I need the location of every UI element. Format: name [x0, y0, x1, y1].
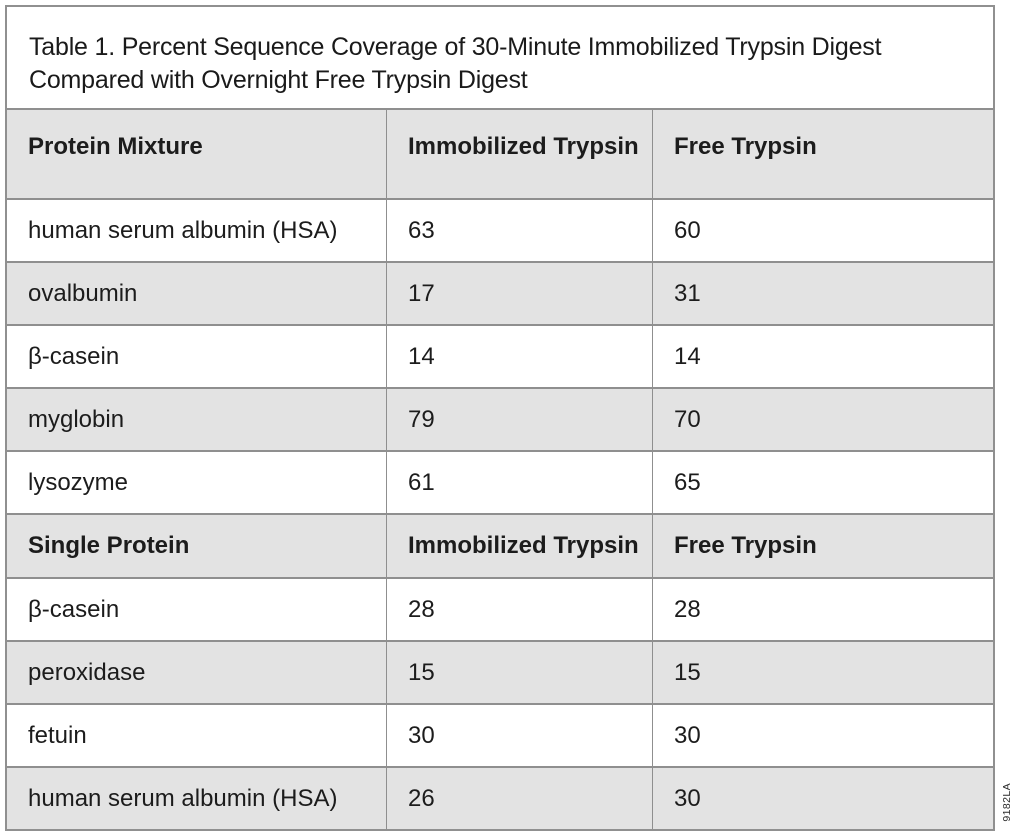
protein-name-cell: human serum albumin (HSA) — [7, 198, 386, 261]
column-header-protein-mixture: Protein Mixture — [7, 108, 386, 198]
column-header-immobilized-trypsin: Immobilized Trypsin — [386, 108, 652, 198]
protein-name-cell: ovalbumin — [7, 261, 386, 324]
coverage-value-cell: 65 — [652, 450, 993, 513]
protein-name-cell: myglobin — [7, 387, 386, 450]
coverage-value-cell: 28 — [652, 577, 993, 640]
coverage-value-cell: 17 — [386, 261, 652, 324]
protein-name-cell: human serum albumin (HSA) — [7, 766, 386, 829]
table-frame: Table 1. Percent Sequence Coverage of 30… — [5, 5, 995, 831]
protein-name-cell: fetuin — [7, 703, 386, 766]
table-title: Table 1. Percent Sequence Coverage of 30… — [29, 33, 882, 94]
coverage-value-cell: 79 — [386, 387, 652, 450]
coverage-value-cell: 15 — [386, 640, 652, 703]
coverage-value-cell: 30 — [652, 766, 993, 829]
coverage-value-cell: 15 — [652, 640, 993, 703]
coverage-value-cell: 28 — [386, 577, 652, 640]
column-header-single-protein: Single Protein — [7, 513, 386, 577]
column-header-immobilized-trypsin: Immobilized Trypsin — [386, 513, 652, 577]
coverage-value-cell: 70 — [652, 387, 993, 450]
protein-name-cell: β-casein — [7, 324, 386, 387]
protein-name-cell: β-casein — [7, 577, 386, 640]
figure-code-box: 9182LA — [996, 772, 1018, 832]
coverage-value-cell: 60 — [652, 198, 993, 261]
coverage-value-cell: 31 — [652, 261, 993, 324]
coverage-value-cell: 63 — [386, 198, 652, 261]
coverage-value-cell: 30 — [386, 703, 652, 766]
column-header-free-trypsin: Free Trypsin — [652, 513, 993, 577]
column-header-free-trypsin: Free Trypsin — [652, 108, 993, 198]
coverage-value-cell: 30 — [652, 703, 993, 766]
coverage-value-cell: 26 — [386, 766, 652, 829]
data-table: Protein Mixture Immobilized Trypsin Free… — [7, 108, 993, 829]
coverage-value-cell: 14 — [652, 324, 993, 387]
protein-name-cell: lysozyme — [7, 450, 386, 513]
protein-name-cell: peroxidase — [7, 640, 386, 703]
coverage-value-cell: 14 — [386, 324, 652, 387]
figure-code: 9182LA — [1001, 782, 1013, 822]
coverage-value-cell: 61 — [386, 450, 652, 513]
